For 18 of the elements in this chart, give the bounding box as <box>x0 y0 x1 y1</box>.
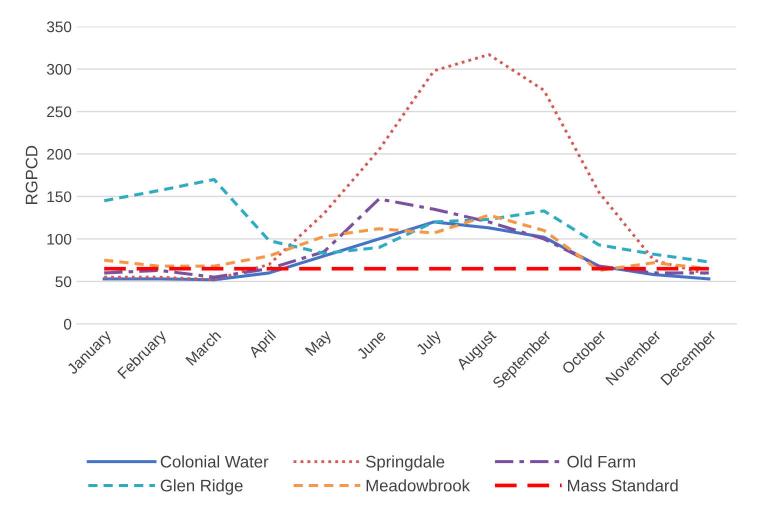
y-tick-label: 100 <box>48 234 72 245</box>
legend-label: Springdale <box>366 455 444 471</box>
line-series <box>102 197 710 279</box>
legend-label: Meadowbrook <box>366 479 470 492</box>
legend-label: Mass Standard <box>568 479 678 492</box>
x-tick-label: July <box>414 328 444 358</box>
y-tick-label: 200 <box>47 148 72 160</box>
x-tick-label: May <box>304 329 334 358</box>
legend-label: Colonial Water <box>160 455 268 468</box>
y-axis-title: RGPCD <box>26 146 38 204</box>
y-tick-label: 250 <box>47 106 72 118</box>
y-tick-label: 150 <box>48 191 72 202</box>
y-tick-label: 0 <box>64 318 72 330</box>
y-tick-label: 50 <box>55 276 72 288</box>
legend-label: Glen Ridge <box>160 479 243 495</box>
y-tick-label: 350 <box>46 21 72 32</box>
legend-label: Old Farm <box>567 455 635 468</box>
y-tick-label: 300 <box>46 64 72 75</box>
